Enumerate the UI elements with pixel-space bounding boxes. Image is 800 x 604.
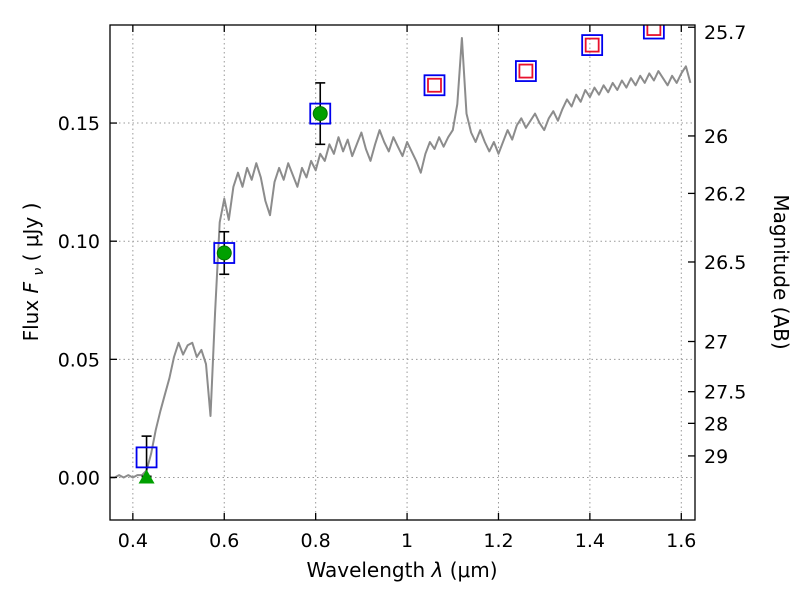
right-axis-label: Magnitude (AB) xyxy=(769,194,793,349)
right-tick-label: 27.5 xyxy=(704,382,746,404)
green-circle-markers xyxy=(216,106,328,261)
right-tick-label: 26 xyxy=(704,126,728,148)
red-square-markers xyxy=(427,25,662,93)
error-bars xyxy=(141,82,326,478)
tick-labels: 0.4 0.6 0.8 1 1.2 1.4 1.6 0.00 0.05 0.10 0.15 25.7 2… xyxy=(58,22,747,552)
x-tick-label: 1 xyxy=(401,530,413,552)
data-layer xyxy=(110,25,692,484)
tick-marks xyxy=(110,25,695,520)
left-axis-label: Flux F ν ( μJy ) xyxy=(19,203,48,342)
left-tick-label: 0.00 xyxy=(58,467,100,489)
left-tick-label: 0.15 xyxy=(58,113,100,135)
right-tick-label: 27 xyxy=(704,332,728,354)
right-tick-label: 25.7 xyxy=(704,22,746,44)
upper-limit-triangle xyxy=(138,469,155,484)
x-tick-label: 0.8 xyxy=(301,530,331,552)
x-tick-label: 1.4 xyxy=(575,530,605,552)
right-tick-label: 29 xyxy=(704,446,728,468)
right-tick-label: 26.5 xyxy=(704,252,746,274)
blue-square-markers xyxy=(135,25,665,469)
x-tick-label: 1.2 xyxy=(483,530,513,552)
left-tick-label: 0.10 xyxy=(58,231,100,253)
right-tick-label: 28 xyxy=(704,413,728,435)
right-tick-label: 26.2 xyxy=(704,183,746,205)
axis-frame xyxy=(109,24,696,521)
grid-layer xyxy=(110,25,695,520)
x-tick-label: 0.4 xyxy=(118,530,148,552)
left-tick-label: 0.05 xyxy=(58,349,100,371)
x-axis-label: Wavelength λ (μm) xyxy=(306,558,497,582)
model-spectrum-line xyxy=(110,37,692,479)
x-tick-label: 1.6 xyxy=(666,530,696,552)
x-tick-label: 0.6 xyxy=(209,530,239,552)
